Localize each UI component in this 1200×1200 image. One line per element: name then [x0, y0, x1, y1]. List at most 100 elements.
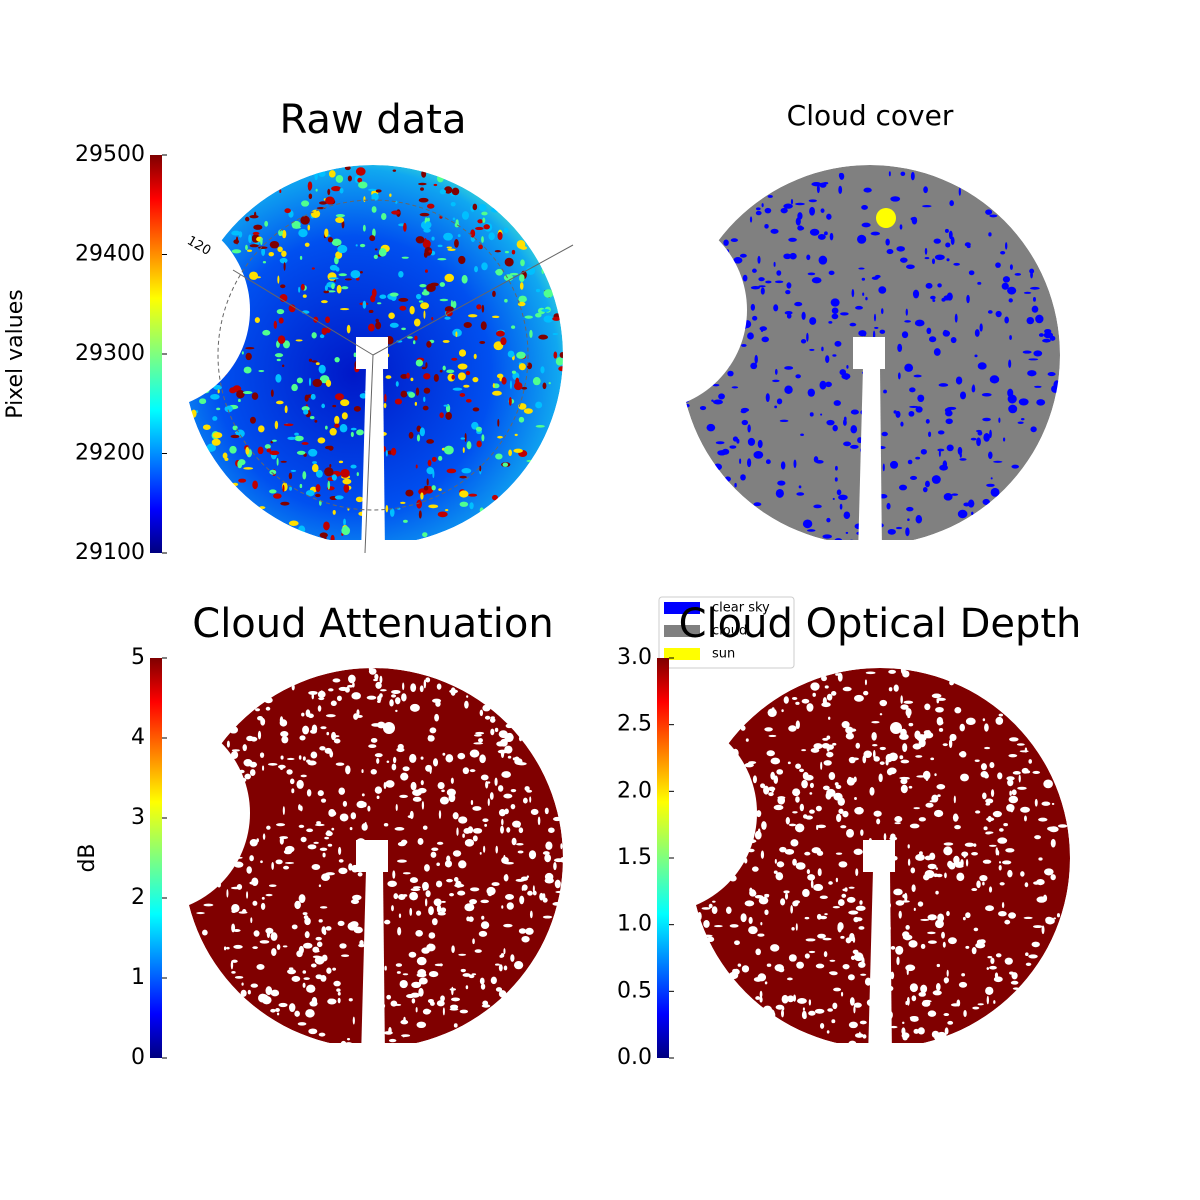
- sky-speckle: [445, 508, 449, 512]
- sky-speckle: [480, 921, 490, 930]
- sky-speckle: [329, 264, 338, 271]
- sky-speckle: [479, 754, 486, 764]
- sky-speckle: [252, 231, 260, 236]
- sky-speckle: [922, 770, 931, 780]
- sky-speckle: [331, 238, 342, 247]
- sky-speckle: [346, 324, 351, 334]
- sky-speckle: [419, 427, 426, 437]
- sky-speckle: [455, 219, 459, 225]
- sky-speckle: [703, 934, 713, 938]
- sky-speckle: [504, 808, 509, 815]
- sky-speckle: [444, 860, 453, 868]
- sky-speckle: [334, 356, 340, 363]
- sky-speckle: [230, 960, 234, 970]
- sky-speckle: [296, 377, 303, 384]
- sky-speckle: [703, 880, 709, 885]
- sky-speckle: [298, 824, 305, 828]
- sky-speckle: [237, 460, 243, 469]
- sky-speckle: [840, 991, 844, 997]
- sky-speckle: [810, 682, 820, 691]
- sky-speckle: [809, 206, 815, 216]
- sky-speckle: [795, 763, 801, 769]
- sky-speckle: [327, 843, 333, 847]
- sky-speckle: [497, 231, 503, 241]
- sky-speckle: [364, 1038, 370, 1044]
- sky-speckle: [938, 449, 941, 457]
- sky-speckle: [975, 429, 982, 433]
- sky-speckle: [478, 244, 483, 250]
- sky-speckle: [375, 318, 379, 323]
- sky-speckle: [775, 488, 784, 498]
- sky-speckle: [998, 713, 1004, 717]
- sky-speckle: [410, 781, 417, 791]
- sky-speckle: [773, 804, 784, 811]
- sky-speckle: [233, 861, 244, 868]
- sky-speckle: [306, 984, 316, 993]
- sky-speckle: [292, 226, 302, 229]
- sky-speckle: [985, 209, 993, 215]
- sky-speckle: [900, 666, 906, 675]
- sky-speckle: [868, 837, 872, 844]
- sky-speckle: [721, 299, 731, 305]
- sky-speckle: [713, 925, 723, 928]
- sky-speckle: [282, 340, 290, 349]
- sky-speckle: [282, 806, 285, 815]
- sky-speckle: [321, 300, 328, 304]
- sky-speckle: [337, 920, 345, 927]
- sky-speckle: [391, 905, 394, 912]
- sky-speckle: [822, 737, 829, 741]
- sky-speckle: [397, 743, 404, 750]
- sky-speckle: [900, 421, 904, 427]
- sky-speckle: [402, 682, 405, 691]
- sky-speckle: [997, 772, 1003, 780]
- sky-speckle: [288, 472, 293, 480]
- sky-speckle: [807, 388, 815, 397]
- sky-speckle: [379, 675, 383, 684]
- sky-background: [680, 165, 1060, 545]
- sky-speckle: [511, 325, 516, 329]
- sky-speckle: [458, 816, 468, 824]
- tick-label: 3.0: [617, 645, 652, 670]
- sky-speckle: [836, 813, 842, 823]
- sky-speckle: [816, 824, 827, 829]
- sky-speckle: [993, 976, 1003, 983]
- sky-speckle: [479, 977, 485, 985]
- sky-speckle: [327, 998, 337, 1005]
- sky-speckle: [495, 268, 503, 276]
- sky-speckle: [908, 785, 913, 789]
- sky-speckle: [826, 751, 834, 758]
- sky-speckle: [1008, 754, 1018, 758]
- sky-speckle: [409, 753, 417, 763]
- sky-speckle: [226, 740, 230, 748]
- sky-speckle: [457, 752, 466, 760]
- sky-speckle: [976, 880, 981, 889]
- sky-speckle: [194, 788, 201, 795]
- sky-speckle: [541, 309, 550, 312]
- sky-speckle: [317, 437, 326, 444]
- sky-speckle: [452, 387, 463, 391]
- sky-speckle: [988, 886, 993, 893]
- sky-speckle: [338, 787, 346, 795]
- sky-speckle: [791, 696, 798, 700]
- tick-label: 2.5: [617, 712, 652, 737]
- sky-speckle: [920, 943, 926, 949]
- sky-speckle: [865, 671, 876, 675]
- sky-speckle: [252, 900, 258, 906]
- sky-speckle: [760, 287, 765, 295]
- sky-speckle: [821, 743, 830, 749]
- sky-speckle: [254, 211, 257, 218]
- sky-speckle: [480, 983, 486, 990]
- sky-speckle: [560, 843, 563, 850]
- sky-speckle: [341, 286, 349, 290]
- sky-speckle: [265, 927, 274, 934]
- sky-speckle: [374, 786, 383, 794]
- sky-speckle: [276, 823, 286, 827]
- sky-speckle: [187, 386, 193, 389]
- sky-speckle: [280, 460, 287, 463]
- sky-speckle: [796, 961, 804, 969]
- sky-speckle: [933, 809, 944, 818]
- sky-speckle: [188, 304, 195, 311]
- sky-speckle: [415, 236, 425, 244]
- sky-speckle: [431, 456, 437, 462]
- sky-speckle: [237, 777, 247, 783]
